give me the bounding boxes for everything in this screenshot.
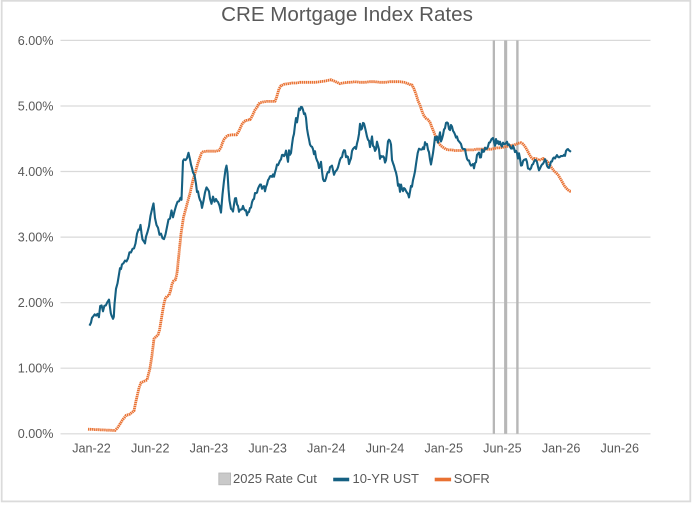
svg-text:Jun-25: Jun-25 [483, 442, 522, 456]
svg-text:Jun-22: Jun-22 [131, 442, 170, 456]
svg-text:Jan-25: Jan-25 [424, 442, 463, 456]
svg-text:5.00%: 5.00% [18, 99, 54, 113]
svg-text:Jan-22: Jan-22 [72, 442, 111, 456]
svg-text:10-YR UST: 10-YR UST [353, 471, 420, 486]
svg-text:Jan-23: Jan-23 [190, 442, 229, 456]
svg-text:Jun-23: Jun-23 [248, 442, 287, 456]
svg-text:Jun-24: Jun-24 [366, 442, 405, 456]
svg-text:Jan-26: Jan-26 [542, 442, 581, 456]
svg-text:4.00%: 4.00% [18, 165, 54, 179]
svg-text:3.00%: 3.00% [18, 231, 54, 245]
svg-text:CRE Mortgage Index Rates: CRE Mortgage Index Rates [221, 3, 473, 26]
svg-text:2025 Rate Cut: 2025 Rate Cut [233, 471, 317, 486]
svg-text:SOFR: SOFR [454, 471, 490, 486]
svg-text:0.00%: 0.00% [18, 427, 54, 441]
svg-text:1.00%: 1.00% [18, 362, 54, 376]
svg-text:6.00%: 6.00% [18, 34, 54, 48]
svg-text:2.00%: 2.00% [18, 296, 54, 310]
svg-text:Jan-24: Jan-24 [307, 442, 346, 456]
svg-text:Jun-26: Jun-26 [601, 442, 640, 456]
